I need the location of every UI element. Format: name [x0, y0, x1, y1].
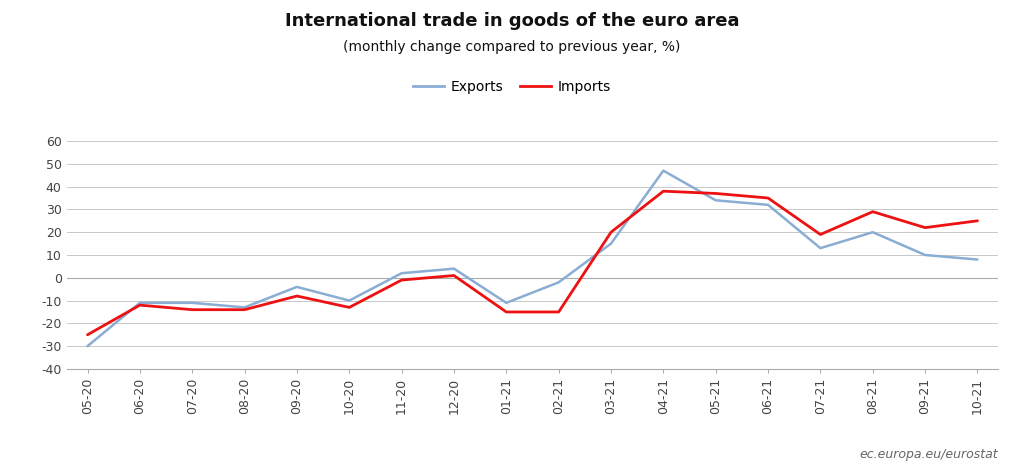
Imports — [239, 307, 251, 313]
Exports — [291, 284, 303, 290]
Exports — [919, 252, 931, 258]
Exports — [866, 229, 879, 235]
Exports — [553, 280, 565, 285]
Imports — [291, 293, 303, 299]
Exports — [657, 168, 670, 174]
Imports — [343, 305, 355, 310]
Exports — [972, 257, 984, 263]
Exports — [500, 300, 512, 306]
Exports — [710, 197, 722, 203]
Imports — [972, 218, 984, 224]
Imports — [500, 309, 512, 315]
Imports — [134, 302, 146, 308]
Exports — [239, 305, 251, 310]
Exports — [762, 202, 774, 208]
Exports — [395, 271, 408, 276]
Imports — [866, 209, 879, 215]
Imports — [710, 191, 722, 196]
Text: ec.europa.eu/eurostat: ec.europa.eu/eurostat — [860, 448, 998, 461]
Imports — [81, 332, 93, 338]
Imports — [762, 195, 774, 201]
Line: Imports: Imports — [87, 191, 978, 335]
Imports — [447, 272, 460, 278]
Imports — [657, 188, 670, 194]
Exports — [81, 343, 93, 349]
Imports — [553, 309, 565, 315]
Imports — [186, 307, 199, 313]
Exports — [186, 300, 199, 306]
Exports — [814, 245, 826, 251]
Text: (monthly change compared to previous year, %): (monthly change compared to previous yea… — [343, 40, 681, 54]
Imports — [605, 229, 617, 235]
Text: International trade in goods of the euro area: International trade in goods of the euro… — [285, 12, 739, 30]
Exports — [343, 298, 355, 303]
Line: Exports: Exports — [87, 171, 978, 346]
Imports — [919, 225, 931, 230]
Imports — [814, 232, 826, 237]
Imports — [395, 277, 408, 283]
Legend: Exports, Imports: Exports, Imports — [413, 80, 611, 94]
Exports — [605, 241, 617, 246]
Exports — [447, 266, 460, 272]
Exports — [134, 300, 146, 306]
